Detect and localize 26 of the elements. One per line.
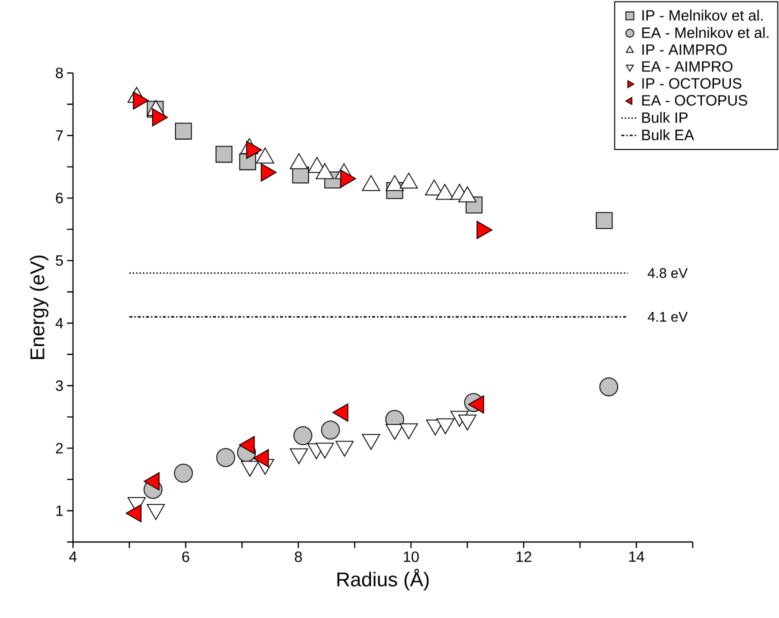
y-tick-label: 4	[56, 318, 64, 328]
y-tick-label: 6	[56, 192, 63, 204]
y-tick-label: 1	[56, 506, 63, 516]
y-tick-label: 3	[56, 380, 63, 391]
y-tick-label: 8	[56, 68, 63, 78]
x-tick-label: 8	[294, 551, 302, 562]
annotation: 4.8 eV	[648, 268, 688, 278]
y-tick-label: 2	[56, 442, 63, 454]
legend-label: EA - OCTOPUS	[642, 95, 748, 106]
legend-label: Bulk EA	[642, 129, 694, 140]
x-tick-label: 10	[404, 551, 419, 562]
legend-label: IP - Melnikov et al.	[642, 10, 763, 21]
legend-label: EA - AIMPRO	[642, 61, 732, 72]
x-tick-label: 12	[516, 551, 532, 562]
x-tick-label: 4	[69, 551, 77, 562]
annotation: 4.1 eV	[648, 312, 688, 322]
legend-label: IP - AIMPRO	[642, 44, 727, 55]
legend-label: Bulk IP	[642, 112, 688, 123]
x-tick-label: 6	[182, 551, 190, 562]
y-tick-label: 7	[56, 130, 63, 141]
x-tick-label: 14	[629, 551, 644, 562]
y-axis-title: Energy (eV)	[30, 256, 48, 360]
y-tick-label: 5	[56, 255, 63, 266]
legend-label: IP - OCTOPUS	[642, 78, 742, 89]
legend-label: EA - Melnikov et al.	[642, 27, 768, 38]
x-axis-title: Radius (Å)	[337, 568, 429, 590]
